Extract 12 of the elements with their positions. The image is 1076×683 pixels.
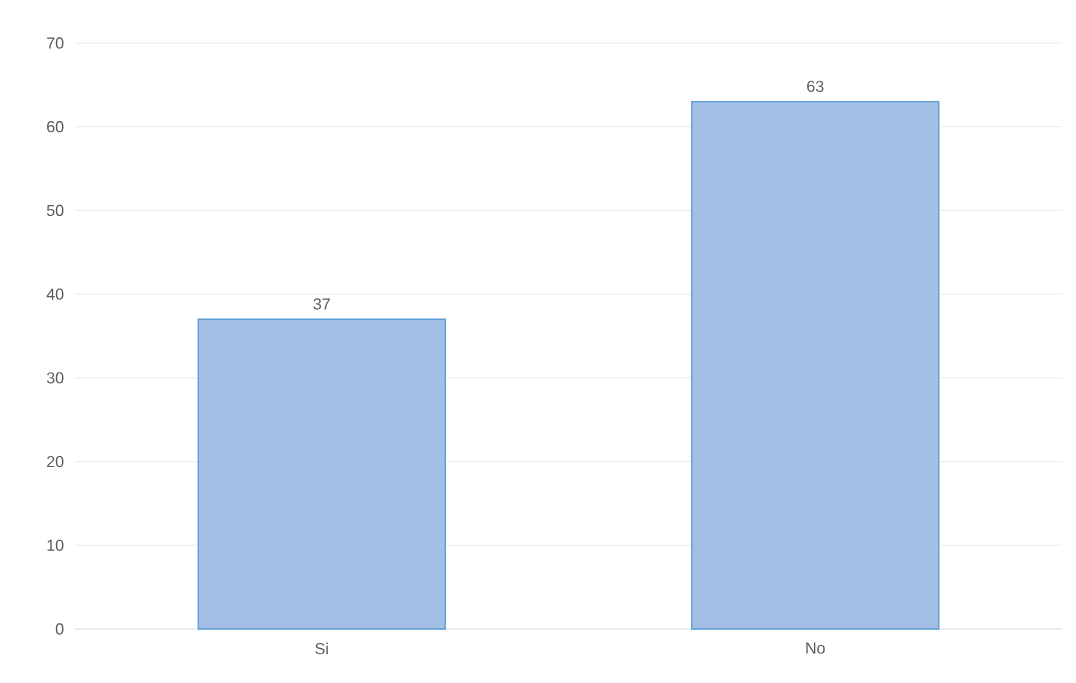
y-tick-label: 20 xyxy=(47,455,64,468)
y-tick-label: 60 xyxy=(47,121,64,133)
data-label: 37 xyxy=(313,298,330,310)
data-label: 63 xyxy=(807,80,824,92)
y-tick-label: 30 xyxy=(46,372,64,384)
x-tick-label: Si xyxy=(315,642,328,655)
y-tick-label: 40 xyxy=(46,288,64,300)
y-tick-label: 10 xyxy=(47,539,64,551)
y-tick-label: 0 xyxy=(55,623,64,635)
x-tick-label: No xyxy=(806,642,825,654)
y-tick-label: 70 xyxy=(47,37,64,49)
y-tick-label: 50 xyxy=(46,204,64,217)
